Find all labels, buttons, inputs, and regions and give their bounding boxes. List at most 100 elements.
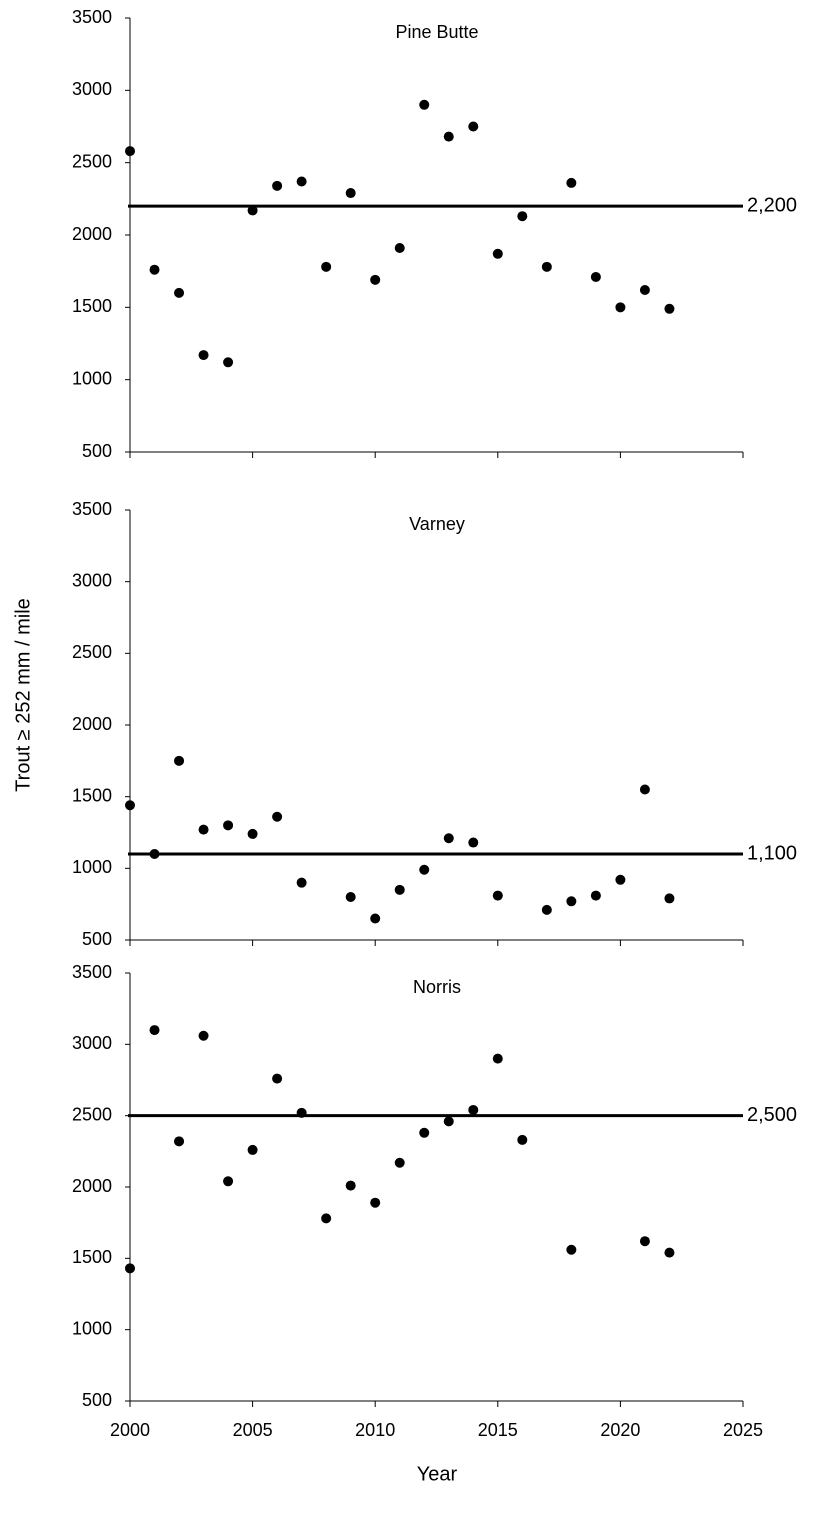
- y-tick-label: 1000: [72, 368, 112, 388]
- point: [296, 1107, 307, 1118]
- point: [149, 264, 160, 275]
- point: [443, 833, 454, 844]
- y-tick-label: 3500: [72, 499, 112, 519]
- y-tick-label: 3500: [72, 7, 112, 27]
- point: [468, 1104, 479, 1115]
- point: [590, 271, 601, 282]
- y-tick-label: 3000: [72, 1033, 112, 1053]
- point: [394, 1157, 405, 1168]
- y-tick-label: 2000: [72, 714, 112, 734]
- point: [370, 1197, 381, 1208]
- point: [247, 1144, 258, 1155]
- reference-label: 1,100: [747, 842, 797, 864]
- point: [443, 131, 454, 142]
- point: [198, 350, 209, 361]
- point: [517, 1134, 528, 1145]
- point: [419, 1127, 430, 1138]
- point: [639, 1236, 650, 1247]
- point: [394, 243, 405, 254]
- y-tick-label: 2000: [72, 224, 112, 244]
- y-tick-label: 3000: [72, 79, 112, 99]
- panel-title: Norris: [413, 977, 461, 997]
- point: [541, 904, 552, 915]
- point: [419, 99, 430, 110]
- point: [394, 884, 405, 895]
- point: [272, 1073, 283, 1084]
- point: [223, 1176, 234, 1187]
- point: [615, 302, 626, 313]
- y-tick-label: 2000: [72, 1176, 112, 1196]
- point: [321, 1213, 332, 1224]
- point: [223, 820, 234, 831]
- point: [247, 828, 258, 839]
- point: [125, 1263, 135, 1274]
- y-tick-label: 500: [82, 441, 112, 461]
- y-tick-label: 3500: [72, 962, 112, 982]
- point: [419, 864, 430, 875]
- point: [639, 284, 650, 295]
- point: [566, 896, 577, 907]
- point: [492, 1053, 503, 1064]
- point: [174, 1136, 185, 1147]
- point: [517, 211, 528, 222]
- point: [664, 893, 675, 904]
- y-tick-label: 2500: [72, 151, 112, 171]
- point: [125, 146, 135, 157]
- y-tick-label: 1000: [72, 1318, 112, 1338]
- y-tick-label: 2500: [72, 642, 112, 662]
- point: [272, 180, 283, 191]
- point: [541, 261, 552, 272]
- panel-title: Varney: [409, 514, 465, 534]
- y-axis-label: Trout ≥ 252 mm / mile: [12, 598, 34, 792]
- point: [345, 188, 356, 199]
- panel-title: Pine Butte: [395, 22, 478, 42]
- x-tick-label: 2010: [355, 1420, 395, 1440]
- point: [492, 890, 503, 901]
- point: [321, 261, 332, 272]
- point: [247, 205, 258, 216]
- y-tick-label: 1500: [72, 785, 112, 805]
- point: [468, 121, 479, 132]
- point: [615, 874, 626, 885]
- point: [566, 1244, 577, 1255]
- point: [590, 890, 601, 901]
- x-tick-label: 2020: [600, 1420, 640, 1440]
- point: [345, 892, 356, 902]
- point: [198, 824, 209, 835]
- y-tick-label: 3000: [72, 570, 112, 590]
- y-tick-label: 1500: [72, 296, 112, 316]
- point: [468, 837, 479, 848]
- x-axis-label: Year: [417, 1463, 458, 1485]
- point: [370, 274, 381, 285]
- point: [566, 177, 577, 188]
- x-tick-label: 2005: [233, 1420, 273, 1440]
- point: [149, 849, 160, 859]
- point: [345, 1180, 356, 1191]
- y-tick-label: 1500: [72, 1247, 112, 1267]
- point: [149, 1025, 160, 1036]
- point: [443, 1116, 454, 1127]
- reference-label: 2,500: [747, 1104, 797, 1126]
- point: [174, 755, 185, 766]
- y-tick-label: 500: [82, 1390, 112, 1410]
- point: [370, 913, 381, 924]
- x-tick-label: 2000: [110, 1420, 150, 1440]
- point: [296, 176, 307, 187]
- reference-label: 2,200: [747, 194, 797, 216]
- x-tick-label: 2015: [478, 1420, 518, 1440]
- point: [125, 800, 135, 811]
- point: [492, 248, 503, 259]
- point: [272, 811, 283, 822]
- point: [664, 1247, 675, 1258]
- y-tick-label: 2500: [72, 1104, 112, 1124]
- point: [198, 1030, 209, 1041]
- point: [639, 784, 650, 795]
- point: [223, 357, 234, 368]
- x-tick-label: 2025: [723, 1420, 763, 1440]
- y-tick-label: 500: [82, 929, 112, 949]
- point: [664, 303, 675, 314]
- point: [174, 287, 185, 298]
- point: [296, 877, 307, 888]
